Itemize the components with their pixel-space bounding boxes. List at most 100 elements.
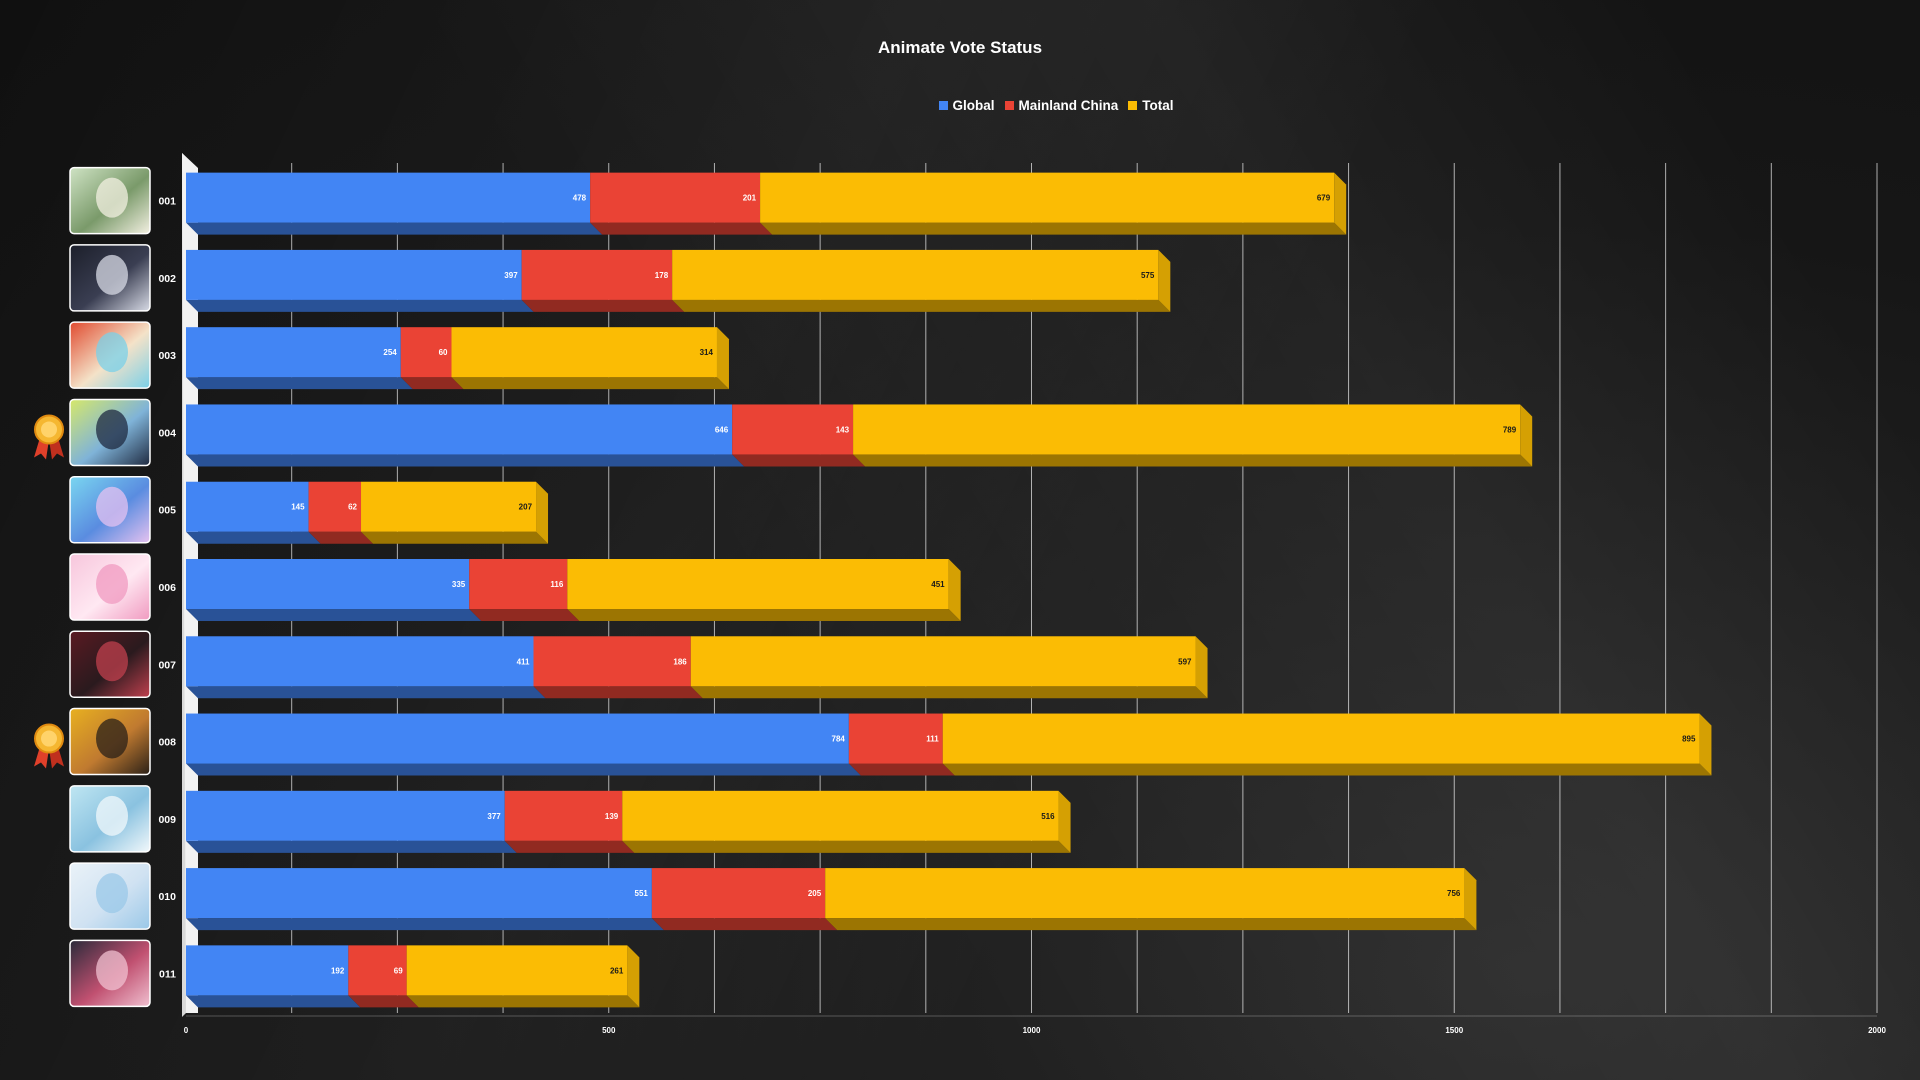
legend: Global Mainland China Total — [938, 98, 1174, 113]
bar-mainland-china-side — [348, 995, 419, 1008]
bar-value-label: 597 — [1178, 657, 1192, 666]
bar-mainland-china-side — [732, 454, 866, 467]
bar-mainland-china — [590, 172, 761, 223]
bar-mainland-china — [651, 868, 826, 919]
bar-value-label: 186 — [673, 657, 687, 666]
bar-total — [406, 945, 628, 996]
bar-global — [186, 249, 522, 300]
bar-total — [853, 404, 1521, 455]
bar-global-side — [186, 609, 482, 621]
bar-total-side — [690, 686, 1208, 699]
legend-item-total: Total — [1128, 98, 1174, 113]
legend-label-mainland-china: Mainland China — [1018, 98, 1119, 113]
bar-global — [186, 790, 505, 841]
bar-global-side — [186, 840, 517, 853]
bar-global-side — [186, 763, 861, 776]
bar-global-side — [186, 531, 321, 544]
bar-value-label: 178 — [655, 271, 669, 280]
category-label: 001 — [158, 196, 176, 208]
bar-value-label: 145 — [291, 503, 305, 512]
bar-total-side — [451, 377, 729, 390]
bar-global — [186, 559, 470, 609]
category-label: 006 — [158, 582, 176, 594]
bar-value-label: 60 — [439, 348, 448, 357]
bar-value-label: 314 — [700, 348, 714, 357]
x-tick-label: 1000 — [1023, 1026, 1041, 1035]
bar-value-label: 69 — [394, 966, 403, 975]
bar-total-side — [622, 840, 1071, 853]
x-tick-label: 2000 — [1868, 1026, 1886, 1035]
bar-total — [361, 481, 537, 532]
bar-total-side — [942, 763, 1712, 776]
bar-mainland-china — [533, 636, 691, 687]
legend-item-global: Global — [938, 98, 995, 113]
bar-total-side — [406, 995, 640, 1008]
bar-mainland-china-side — [469, 609, 580, 621]
bar-total-side — [760, 222, 1347, 235]
bar-value-label: 478 — [573, 194, 587, 203]
bar-total-side — [672, 299, 1171, 312]
bar-global-side — [186, 377, 413, 390]
bar-value-label: 397 — [504, 271, 518, 280]
bar-end-cap — [948, 559, 961, 621]
legend-swatch-mainland-china — [1004, 101, 1014, 110]
bar-mainland-china-side — [590, 222, 773, 235]
bar-value-label: 201 — [743, 194, 757, 203]
character-thumbnail-figure — [96, 718, 128, 759]
award-medal-center — [41, 421, 57, 438]
bar-mainland-china — [400, 327, 452, 378]
bar-global — [186, 404, 733, 455]
character-thumbnail-figure — [96, 409, 128, 450]
bar-value-label: 756 — [1447, 889, 1461, 898]
character-thumbnail-figure — [96, 564, 128, 604]
legend-swatch-global — [938, 101, 948, 110]
bar-end-cap — [716, 327, 729, 390]
bar-value-label: 261 — [610, 966, 624, 975]
bar-mainland-china-side — [400, 377, 464, 390]
bar-value-label: 551 — [635, 889, 649, 898]
bar-total — [622, 790, 1059, 841]
character-thumbnail-figure — [96, 486, 128, 527]
bar-value-label: 516 — [1041, 812, 1055, 821]
x-tick-label: 0 — [184, 1026, 189, 1035]
bar-end-cap — [536, 481, 549, 544]
bar-global — [186, 172, 591, 223]
character-thumbnail-figure — [96, 254, 128, 295]
bar-value-label: 207 — [519, 503, 533, 512]
character-thumbnail-figure — [96, 873, 128, 914]
category-label: 004 — [158, 427, 176, 439]
bar-value-label: 205 — [808, 889, 822, 898]
bar-mainland-china — [504, 790, 623, 841]
bar-total — [690, 636, 1196, 687]
bar-end-cap — [1464, 868, 1477, 931]
category-label: 005 — [158, 505, 176, 517]
bar-mainland-china-side — [651, 918, 838, 931]
character-thumbnail-figure — [96, 641, 128, 682]
bar-global-side — [186, 222, 603, 235]
category-label: 011 — [159, 968, 176, 980]
bar-value-label: 679 — [1317, 194, 1331, 203]
chart-title: Animate Vote Status — [877, 38, 1043, 57]
bar-mainland-china-side — [521, 299, 685, 312]
bar-global-side — [186, 299, 534, 312]
bar-value-label: 784 — [832, 735, 846, 744]
legend-item-mainland-china: Mainland China — [1004, 98, 1119, 113]
bar-value-label: 575 — [1141, 271, 1155, 280]
bar-total-side — [567, 609, 961, 621]
bar-value-label: 789 — [1503, 425, 1517, 434]
bar-end-cap — [627, 945, 640, 1008]
bar-end-cap — [1158, 249, 1171, 312]
legend-label-global: Global — [952, 98, 995, 113]
bar-value-label: 335 — [452, 580, 466, 589]
bar-value-label: 895 — [1682, 735, 1696, 744]
bar-total — [942, 713, 1700, 764]
bar-total — [760, 172, 1335, 223]
bar-total — [825, 868, 1465, 919]
bar-mainland-china — [521, 249, 673, 300]
bar-value-label: 143 — [836, 425, 850, 434]
category-label: 008 — [158, 737, 176, 749]
category-label: 009 — [158, 814, 176, 826]
bar-global — [186, 945, 349, 996]
bar-mainland-china — [308, 481, 362, 532]
